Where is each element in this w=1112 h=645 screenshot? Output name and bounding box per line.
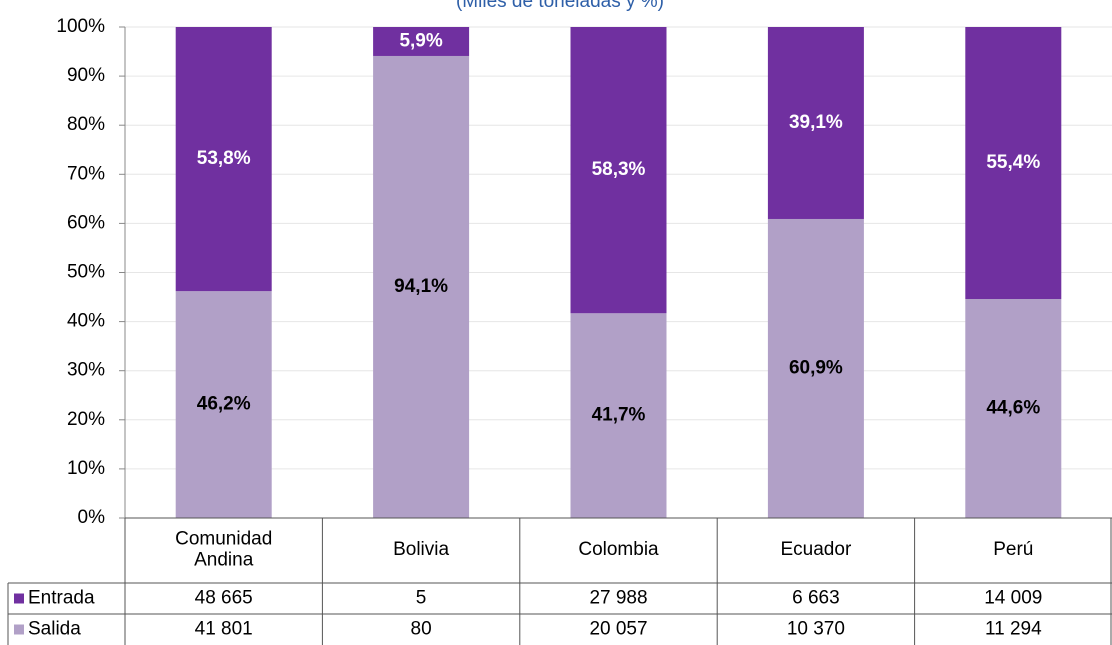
- table-cell: 27 988: [589, 588, 647, 609]
- y-tick-label: 40%: [67, 311, 105, 332]
- y-tick-label: 100%: [56, 16, 105, 37]
- y-tick-label: 20%: [67, 409, 105, 430]
- bar-segment: [175, 27, 272, 292]
- y-tick-label: 0%: [78, 507, 106, 528]
- table-cell: 5: [416, 588, 427, 609]
- table-cell: 80: [411, 619, 432, 640]
- legend-swatch: [14, 593, 24, 604]
- legend-swatch: [14, 624, 24, 635]
- bar-segment: [965, 27, 1062, 300]
- table-cell: 48 665: [195, 588, 253, 609]
- x-tick-label: Bolivia: [393, 539, 449, 560]
- bar-segment: [373, 55, 470, 519]
- x-tick-label: Perú: [993, 539, 1033, 560]
- bar-segment: [373, 27, 470, 56]
- legend-label: Entrada: [28, 588, 95, 609]
- bar-segment: [767, 27, 864, 219]
- table-cell: 6 663: [792, 588, 840, 609]
- data-label: 5,9%: [399, 31, 442, 52]
- table-cell: 41 801: [195, 619, 253, 640]
- table-cell: 20 057: [589, 619, 647, 640]
- table-cell: 10 370: [787, 619, 845, 640]
- bar-segment: [570, 313, 667, 518]
- y-tick-label: 90%: [67, 65, 105, 86]
- table-cell: 11 294: [985, 619, 1042, 640]
- data-label: 44,6%: [986, 398, 1040, 419]
- bar-segment: [175, 291, 272, 518]
- chart-subtitle: (Miles de toneladas y %): [456, 0, 664, 12]
- data-label: 39,1%: [789, 112, 843, 133]
- bar-segment: [965, 299, 1062, 518]
- y-tick-label: 50%: [67, 262, 105, 283]
- table-cell: 14 009: [984, 588, 1042, 609]
- y-tick-label: 10%: [67, 458, 105, 479]
- data-label: 46,2%: [197, 394, 251, 415]
- data-label: 60,9%: [789, 358, 843, 379]
- legend-label: Salida: [28, 619, 81, 640]
- data-label: 41,7%: [592, 405, 646, 426]
- bar-segment: [570, 27, 667, 314]
- data-label: 94,1%: [394, 276, 448, 297]
- x-tick-label: Colombia: [578, 539, 659, 560]
- x-tick-label: Ecuador: [781, 539, 852, 560]
- data-label: 58,3%: [592, 159, 646, 180]
- bar-segment: [767, 218, 864, 518]
- y-tick-label: 80%: [67, 114, 105, 135]
- data-label: 53,8%: [197, 148, 251, 169]
- y-tick-label: 60%: [67, 212, 105, 233]
- x-tick-label: Comunidad Andina: [175, 529, 272, 571]
- y-tick-label: 30%: [67, 360, 105, 381]
- y-tick-label: 70%: [67, 163, 105, 184]
- data-label: 55,4%: [986, 152, 1040, 173]
